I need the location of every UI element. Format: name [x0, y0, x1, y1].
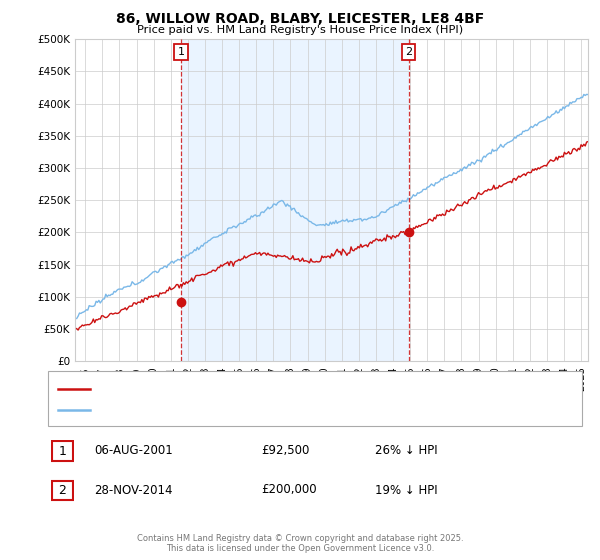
Text: Price paid vs. HM Land Registry's House Price Index (HPI): Price paid vs. HM Land Registry's House … [137, 25, 463, 35]
Text: 2: 2 [58, 484, 67, 497]
Text: 28-NOV-2014: 28-NOV-2014 [94, 483, 173, 497]
Text: Contains HM Land Registry data © Crown copyright and database right 2025.
This d: Contains HM Land Registry data © Crown c… [137, 534, 463, 553]
Text: 86, WILLOW ROAD, BLABY, LEICESTER, LE8 4BF: 86, WILLOW ROAD, BLABY, LEICESTER, LE8 4… [116, 12, 484, 26]
Text: 86, WILLOW ROAD, BLABY, LEICESTER, LE8 4BF (detached house): 86, WILLOW ROAD, BLABY, LEICESTER, LE8 4… [96, 384, 437, 394]
Text: £92,500: £92,500 [261, 444, 310, 458]
Bar [52, 480, 73, 501]
Text: HPI: Average price, detached house, Blaby: HPI: Average price, detached house, Blab… [96, 405, 318, 416]
Text: 2: 2 [405, 47, 412, 57]
Bar [52, 441, 73, 461]
Text: £200,000: £200,000 [261, 483, 317, 497]
Text: 1: 1 [58, 445, 67, 458]
Bar [181, 39, 409, 361]
Text: 19% ↓ HPI: 19% ↓ HPI [375, 483, 437, 497]
Text: 1: 1 [178, 47, 185, 57]
Text: 26% ↓ HPI: 26% ↓ HPI [375, 444, 437, 458]
Text: 06-AUG-2001: 06-AUG-2001 [94, 444, 173, 458]
